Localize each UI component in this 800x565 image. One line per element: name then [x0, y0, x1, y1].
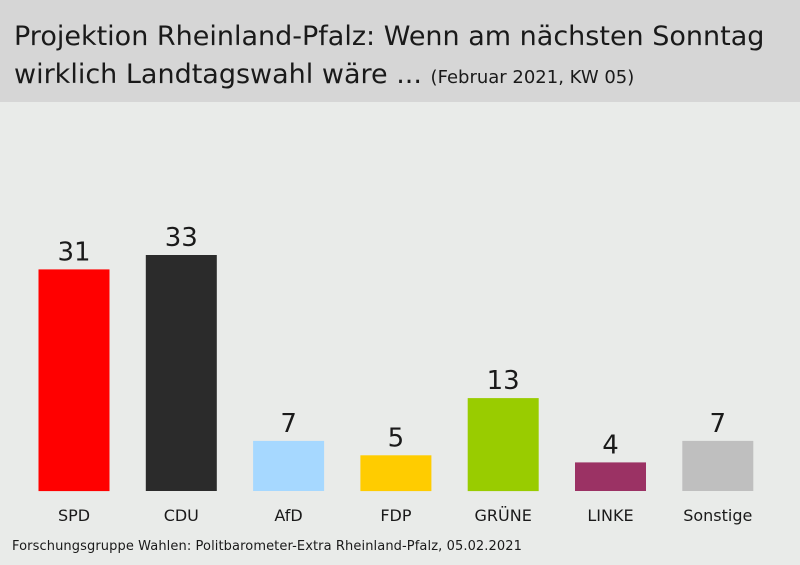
- title-subtitle: (Februar 2021, KW 05): [430, 67, 635, 88]
- source-note: Forschungsgruppe Wahlen: Politbarometer-…: [12, 539, 523, 554]
- bar-gr-ne: [467, 398, 539, 492]
- category-label-afd: AfD: [274, 506, 302, 525]
- bar-afd: [253, 440, 325, 491]
- title-line-2: wirklich Landtagswahl wäre ...: [14, 59, 422, 90]
- value-label-gr-ne: 13: [487, 366, 520, 396]
- category-label-linke: LINKE: [587, 506, 633, 525]
- value-label-fdp: 5: [388, 423, 405, 453]
- bar-sonstige: [682, 440, 754, 491]
- title-banner: [0, 0, 800, 102]
- value-label-linke: 4: [602, 430, 619, 460]
- value-label-sonstige: 7: [710, 409, 727, 439]
- bar-fdp: [360, 455, 432, 492]
- bar-cdu: [145, 255, 217, 491]
- category-label-spd: SPD: [58, 506, 90, 525]
- value-label-afd: 7: [280, 409, 297, 439]
- category-label-cdu: CDU: [164, 506, 199, 525]
- bar-linke: [575, 462, 646, 491]
- chart-title: Projektion Rheinland-Pfalz: Wenn am näch…: [14, 18, 794, 97]
- category-label-fdp: FDP: [380, 506, 412, 525]
- category-label-sonstige: Sonstige: [683, 506, 752, 525]
- value-label-spd: 31: [57, 237, 90, 267]
- category-label-gr-ne: GRÜNE: [475, 506, 532, 525]
- bar-spd: [38, 269, 110, 492]
- value-label-cdu: 33: [165, 223, 198, 253]
- title-line-1: Projektion Rheinland-Pfalz: Wenn am näch…: [14, 21, 765, 52]
